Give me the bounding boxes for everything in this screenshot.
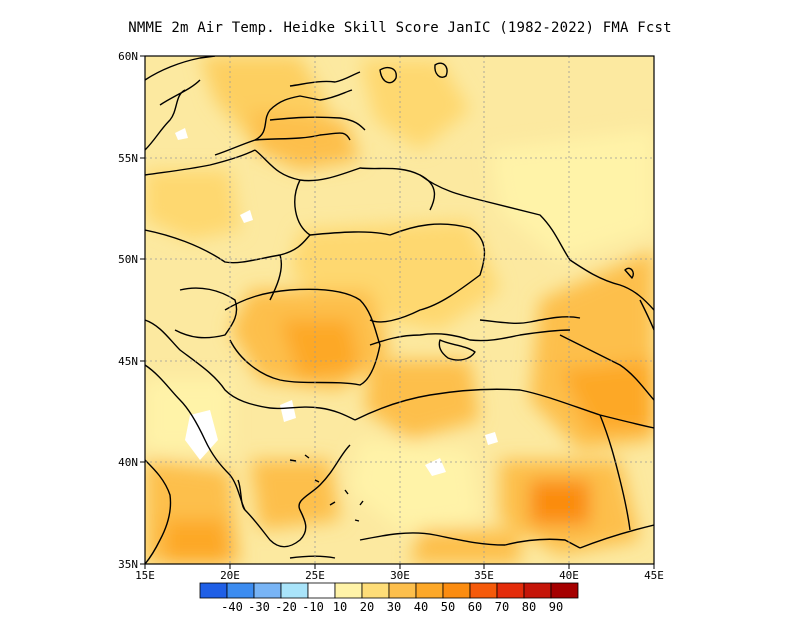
white-patch	[485, 432, 498, 445]
colorbar-label: -40	[221, 600, 243, 614]
turkey-north-coast	[354, 388, 654, 429]
greece-west	[237, 479, 246, 511]
lon-tick-label: 25E	[305, 569, 325, 582]
longitude-labels: 15E 20E 25E 30E 35E 40E 45E	[135, 569, 664, 582]
colorbar-box	[307, 582, 336, 599]
black-sea-north	[369, 329, 571, 346]
border-hungary	[174, 287, 238, 339]
colorbar-box	[388, 582, 417, 599]
patch	[560, 360, 654, 430]
colorbar-label: -10	[302, 600, 324, 614]
patch	[530, 480, 590, 525]
colorbar-boxes	[199, 582, 579, 599]
lake-ladoga	[379, 66, 397, 84]
colorbar-label: 90	[549, 600, 563, 614]
colorbar-box	[280, 582, 309, 599]
colorbar: -40 -30 -20 -10 10 20 30 40 50 60 70 80 …	[199, 582, 579, 614]
lat-tick-label: 35N	[118, 558, 138, 571]
colorbar-box	[442, 582, 471, 599]
patch	[250, 460, 340, 530]
caspian-coast	[624, 267, 654, 331]
colorbar-label: 30	[387, 600, 401, 614]
lat-tick-label: 45N	[118, 355, 138, 368]
border-balkans	[145, 319, 356, 421]
white-patch	[425, 458, 446, 476]
white-patch	[280, 400, 296, 422]
lon-tick-label: 15E	[135, 569, 155, 582]
aegean-islands	[289, 454, 364, 522]
colorbar-labels: -40 -30 -20 -10 10 20 30 40 50 60 70 80 …	[221, 600, 563, 614]
adriatic-coast	[145, 364, 246, 511]
patch	[280, 320, 360, 380]
lon-tick-label: 35E	[474, 569, 494, 582]
border-belarus	[254, 149, 436, 236]
white-patch	[185, 410, 218, 460]
crimea	[438, 339, 476, 361]
scandinavia-coast	[145, 56, 216, 151]
white-patch	[175, 128, 188, 140]
colorbar-label: 60	[468, 600, 482, 614]
patch	[410, 530, 520, 564]
patch	[145, 170, 240, 240]
colorbar-box	[226, 582, 255, 599]
skill-patches	[145, 56, 654, 564]
russia-border	[419, 174, 654, 311]
border-baltics	[254, 116, 366, 141]
colorbar-box	[496, 582, 525, 599]
colorbar-box	[415, 582, 444, 599]
baltic-coast	[214, 89, 353, 156]
skill-field	[145, 56, 654, 564]
lon-tick-label: 30E	[390, 569, 410, 582]
italy-coast	[145, 459, 172, 564]
colorbar-label: 10	[333, 600, 347, 614]
turkey-east-border	[579, 414, 654, 549]
colorbar-label: 20	[360, 600, 374, 614]
lat-tick-label: 50N	[118, 253, 138, 266]
lake-onega	[434, 62, 448, 78]
latitude-labels: 35N 40N 45N 50N 55N 60N	[118, 50, 138, 571]
border-romania	[224, 288, 381, 386]
colorbar-box	[361, 582, 390, 599]
lon-tick-label: 20E	[220, 569, 240, 582]
colorbar-label: 50	[441, 600, 455, 614]
colorbar-label: -30	[248, 600, 270, 614]
patch	[165, 520, 230, 564]
map-title: NMME 2m Air Temp. Heidke Skill Score Jan…	[128, 20, 672, 36]
colorbar-label: 70	[495, 600, 509, 614]
colorbar-box	[334, 582, 363, 599]
crete	[289, 555, 336, 559]
patch	[250, 110, 360, 170]
colorbar-box	[523, 582, 552, 599]
colorbar-box	[469, 582, 498, 599]
lat-tick-label: 55N	[118, 152, 138, 165]
patch	[490, 130, 654, 260]
gulf-of-finland	[289, 71, 361, 87]
lon-tick-label: 45E	[644, 569, 664, 582]
colorbar-box	[253, 582, 282, 599]
lon-tick-label: 40E	[559, 569, 579, 582]
colorbar-box	[199, 582, 228, 599]
axis-ticks	[140, 55, 655, 569]
greece-coast	[244, 444, 351, 548]
colorbar-label: -20	[275, 600, 297, 614]
colorbar-label: 40	[414, 600, 428, 614]
white-patch	[240, 210, 253, 223]
azov-caucasus	[479, 316, 654, 401]
patch	[365, 360, 480, 440]
turkey-south-coast	[359, 532, 581, 549]
colorbar-label: 80	[522, 600, 536, 614]
lat-tick-label: 60N	[118, 50, 138, 63]
lat-tick-label: 40N	[118, 456, 138, 469]
patch	[350, 440, 480, 530]
colorbar-box	[550, 582, 579, 599]
